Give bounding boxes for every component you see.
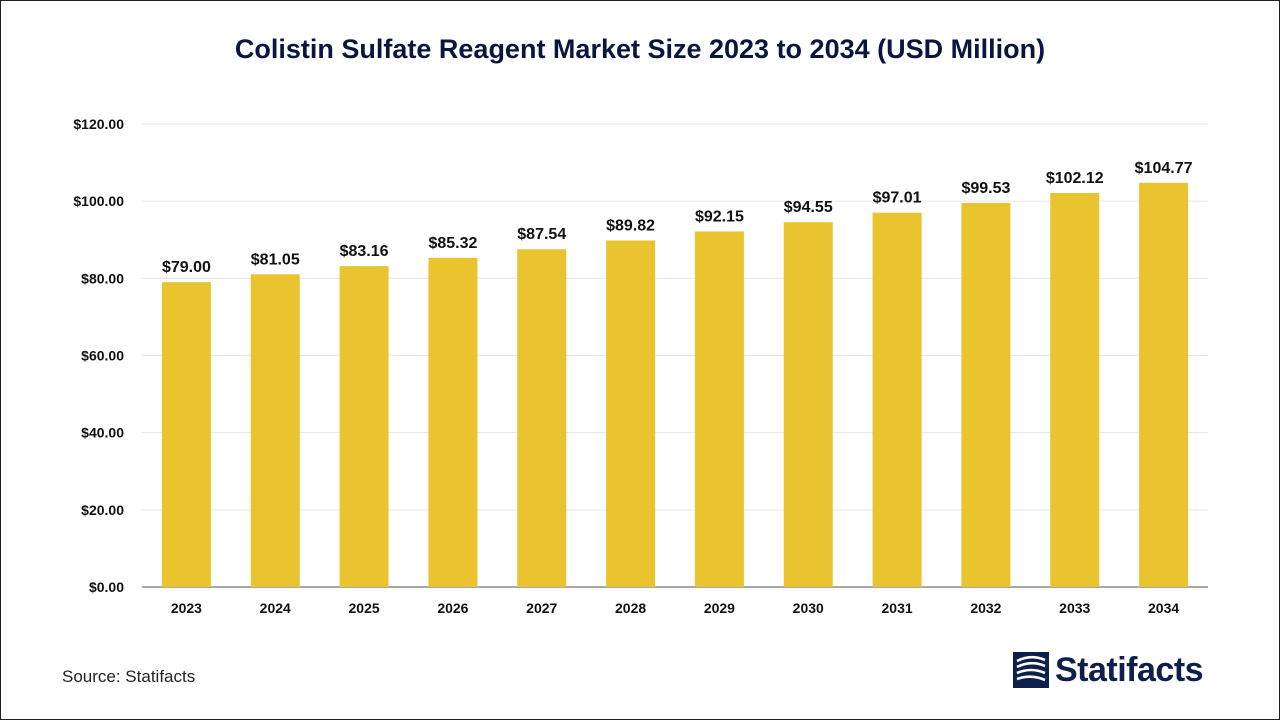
data-label: $102.12: [1046, 170, 1104, 187]
brand-name: Statifacts: [1055, 650, 1204, 689]
data-label: $94.55: [784, 199, 833, 216]
x-tick-label: 2029: [704, 600, 735, 616]
x-tick-label: 2033: [1059, 600, 1090, 616]
y-tick-label: $0.00: [89, 579, 124, 595]
y-tick-label: $60.00: [81, 348, 124, 364]
x-tick-label: 2024: [260, 600, 291, 616]
bar: [339, 266, 389, 587]
x-tick-label: 2031: [882, 600, 913, 616]
data-label: $79.00: [162, 259, 211, 276]
data-label: $92.15: [695, 208, 744, 225]
y-tick-label: $120.00: [73, 116, 124, 132]
bar: [1050, 192, 1100, 587]
bar: [161, 282, 211, 587]
bar: [606, 240, 656, 587]
data-label: $85.32: [428, 235, 477, 252]
chart-title: Colistin Sulfate Reagent Market Size 202…: [234, 34, 1046, 64]
bar: [428, 257, 478, 587]
x-tick-label: 2025: [349, 600, 380, 616]
bar: [250, 274, 300, 587]
data-label: $89.82: [606, 217, 655, 234]
data-label: $99.53: [961, 180, 1010, 197]
x-tick-label: 2026: [437, 600, 468, 616]
bar: [517, 249, 567, 587]
source-note: Source: Statifacts: [62, 667, 196, 686]
y-tick-label: $80.00: [81, 270, 124, 286]
y-tick-label: $40.00: [81, 425, 124, 441]
data-label: $87.54: [517, 226, 566, 243]
data-label: $83.16: [340, 243, 389, 260]
data-label: $81.05: [251, 251, 300, 268]
bar: [694, 231, 744, 587]
data-label: $97.01: [873, 190, 922, 207]
bar: [961, 202, 1011, 587]
brand: Statifacts: [1013, 650, 1204, 690]
x-tick-label: 2028: [615, 600, 646, 616]
x-tick-label: 2023: [171, 600, 202, 616]
bar: [872, 212, 922, 588]
bar: [783, 222, 833, 587]
data-label: $104.77: [1135, 160, 1193, 177]
x-tick-label: 2034: [1148, 600, 1179, 616]
statifacts-logo-icon: [1013, 652, 1049, 688]
x-tick-label: 2032: [970, 600, 1001, 616]
y-tick-label: $20.00: [81, 502, 124, 518]
y-tick-label: $100.00: [73, 193, 124, 209]
bar: [1139, 182, 1189, 587]
x-tick-label: 2027: [526, 600, 557, 616]
x-tick-label: 2030: [793, 600, 824, 616]
